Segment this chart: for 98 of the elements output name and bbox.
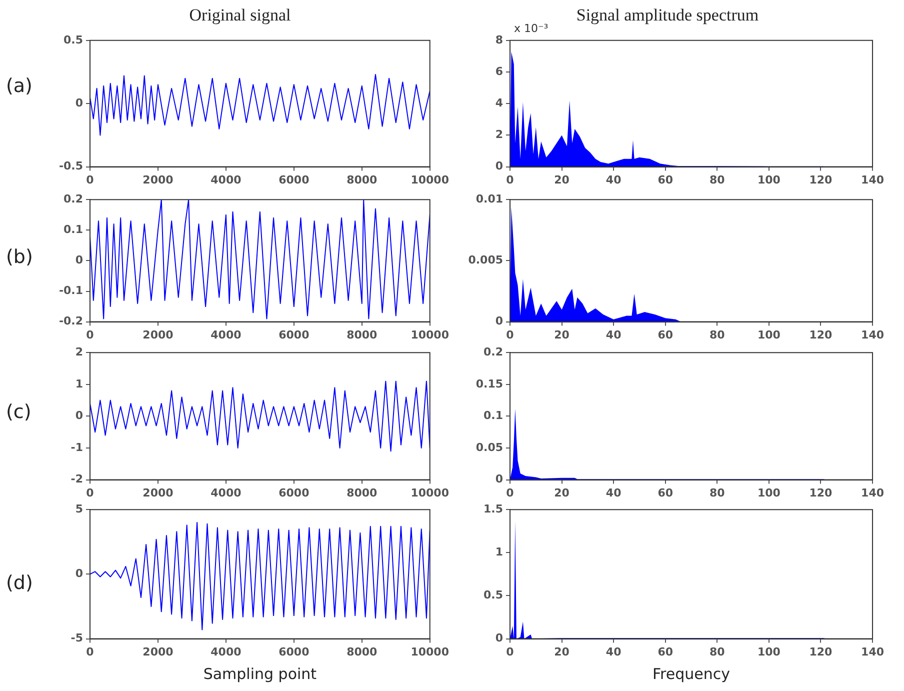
y-tick-label: -5 <box>70 632 83 645</box>
y-tick-label: 6 <box>495 64 504 78</box>
y-tick-label: 0.2 <box>484 345 503 358</box>
y-tick-label: 8 <box>495 33 503 46</box>
x-tick-label: 80 <box>710 486 726 500</box>
y-tick-label: -2 <box>70 472 83 486</box>
y-tick-label: 2 <box>495 128 503 142</box>
x-tick-label: 0 <box>86 645 94 658</box>
x-tick-label: 60 <box>658 173 674 186</box>
y-tick-label: 0 <box>75 254 84 267</box>
text: (b) <box>6 246 33 268</box>
x-tick-label: 10000 <box>410 173 450 186</box>
y-tick-label: 0 <box>75 409 84 422</box>
x-tick-label: 6000 <box>278 328 310 342</box>
x-tick-label: 0 <box>86 328 94 342</box>
y-tick-label: 0 <box>75 567 84 580</box>
x-tick-label: 10000 <box>410 328 450 342</box>
y-tick-label: 4 <box>495 96 504 110</box>
y-tick-label: 0 <box>495 160 504 173</box>
x-tick-label: 100 <box>757 645 781 658</box>
x-tick-label: 120 <box>809 645 833 658</box>
x-tick-label: 80 <box>710 173 726 186</box>
x-tick-label: 100 <box>757 328 781 342</box>
x-tick-label: 60 <box>658 486 674 500</box>
x-tick-label: 0 <box>506 645 514 658</box>
x-tick-label: 2000 <box>142 328 174 342</box>
y-tick-label: 0 <box>75 96 84 110</box>
x-tick-label: 40 <box>606 486 622 500</box>
x-tick-label: 20 <box>554 486 570 500</box>
x-tick-label: 0 <box>506 173 514 186</box>
x-tick-label: 120 <box>809 173 833 186</box>
x-axis-title: Sampling point <box>203 664 317 683</box>
x-tick-label: 140 <box>861 645 884 658</box>
y-tick-label: 0.5 <box>484 588 503 602</box>
y-tick-label: 0.15 <box>476 377 503 390</box>
y-tick-label: 0.2 <box>64 192 83 206</box>
x-tick-label: 40 <box>606 173 622 186</box>
x-tick-label: 6000 <box>278 645 310 658</box>
y-tick-label: -0.1 <box>58 284 83 298</box>
y-tick-label: -1 <box>70 440 83 454</box>
y-tick-label: 0.1 <box>64 223 83 236</box>
text: (a) <box>6 75 32 97</box>
x-tick-label: 100 <box>757 173 781 186</box>
y-tick-label: 0.005 <box>468 254 503 267</box>
x-tick-label: 140 <box>861 328 884 342</box>
y-tick-label: 0.1 <box>484 409 503 422</box>
x-tick-label: 120 <box>809 486 833 500</box>
text: (c) <box>6 401 32 423</box>
x-tick-label: 140 <box>861 486 884 500</box>
x-tick-label: 40 <box>606 328 622 342</box>
x-tick-label: 2000 <box>142 645 174 658</box>
x-tick-label: 10000 <box>410 645 450 658</box>
x-tick-label: 6000 <box>278 486 310 500</box>
x-tick-label: 4000 <box>210 486 242 500</box>
x-tick-label: 40 <box>606 645 622 658</box>
x-tick-label: 2000 <box>142 486 174 500</box>
x-tick-label: 140 <box>861 173 884 186</box>
y-tick-label: 1.5 <box>484 502 503 516</box>
x-tick-label: 100 <box>757 486 781 500</box>
x-tick-label: 120 <box>809 328 833 342</box>
x-tick-label: 8000 <box>346 486 378 500</box>
chart-title: Signal amplitude spectrum <box>576 6 759 25</box>
y-tick-label: 0 <box>495 314 504 328</box>
chart-title: Original signal <box>189 6 292 25</box>
x-tick-label: 0 <box>506 328 514 342</box>
x-tick-label: 6000 <box>278 173 310 186</box>
text: (d) <box>6 572 33 594</box>
y-tick-label: 0.01 <box>476 192 503 206</box>
text: x 10⁻³ <box>514 22 548 35</box>
x-tick-label: 20 <box>554 328 570 342</box>
x-tick-label: 0 <box>86 486 94 500</box>
x-tick-label: 0 <box>86 173 94 186</box>
x-tick-label: 0 <box>506 486 514 500</box>
x-tick-label: 2000 <box>142 173 174 186</box>
x-tick-label: 60 <box>658 328 674 342</box>
y-tick-label: 0 <box>495 632 504 645</box>
y-tick-label: 0.05 <box>476 440 503 454</box>
x-tick-label: 4000 <box>210 173 242 186</box>
x-axis-title: Frequency <box>652 664 730 683</box>
x-tick-label: 8000 <box>346 173 378 186</box>
y-tick-label: 0 <box>495 472 504 486</box>
x-tick-label: 60 <box>658 645 674 658</box>
x-tick-label: 20 <box>554 173 570 186</box>
y-tick-label: 5 <box>75 502 83 516</box>
x-tick-label: 8000 <box>346 645 378 658</box>
x-tick-label: 80 <box>710 328 726 342</box>
y-tick-label: 1 <box>495 546 503 559</box>
y-tick-label: 2 <box>75 345 83 358</box>
y-tick-label: -0.5 <box>58 160 83 173</box>
x-tick-label: 8000 <box>346 328 378 342</box>
x-tick-label: 10000 <box>410 486 450 500</box>
x-tick-label: 4000 <box>210 645 242 658</box>
y-tick-label: -0.2 <box>58 314 83 328</box>
y-tick-label: 1 <box>75 377 83 390</box>
y-tick-label: 0.5 <box>64 33 83 46</box>
x-tick-label: 80 <box>710 645 726 658</box>
x-tick-label: 20 <box>554 645 570 658</box>
x-tick-label: 4000 <box>210 328 242 342</box>
